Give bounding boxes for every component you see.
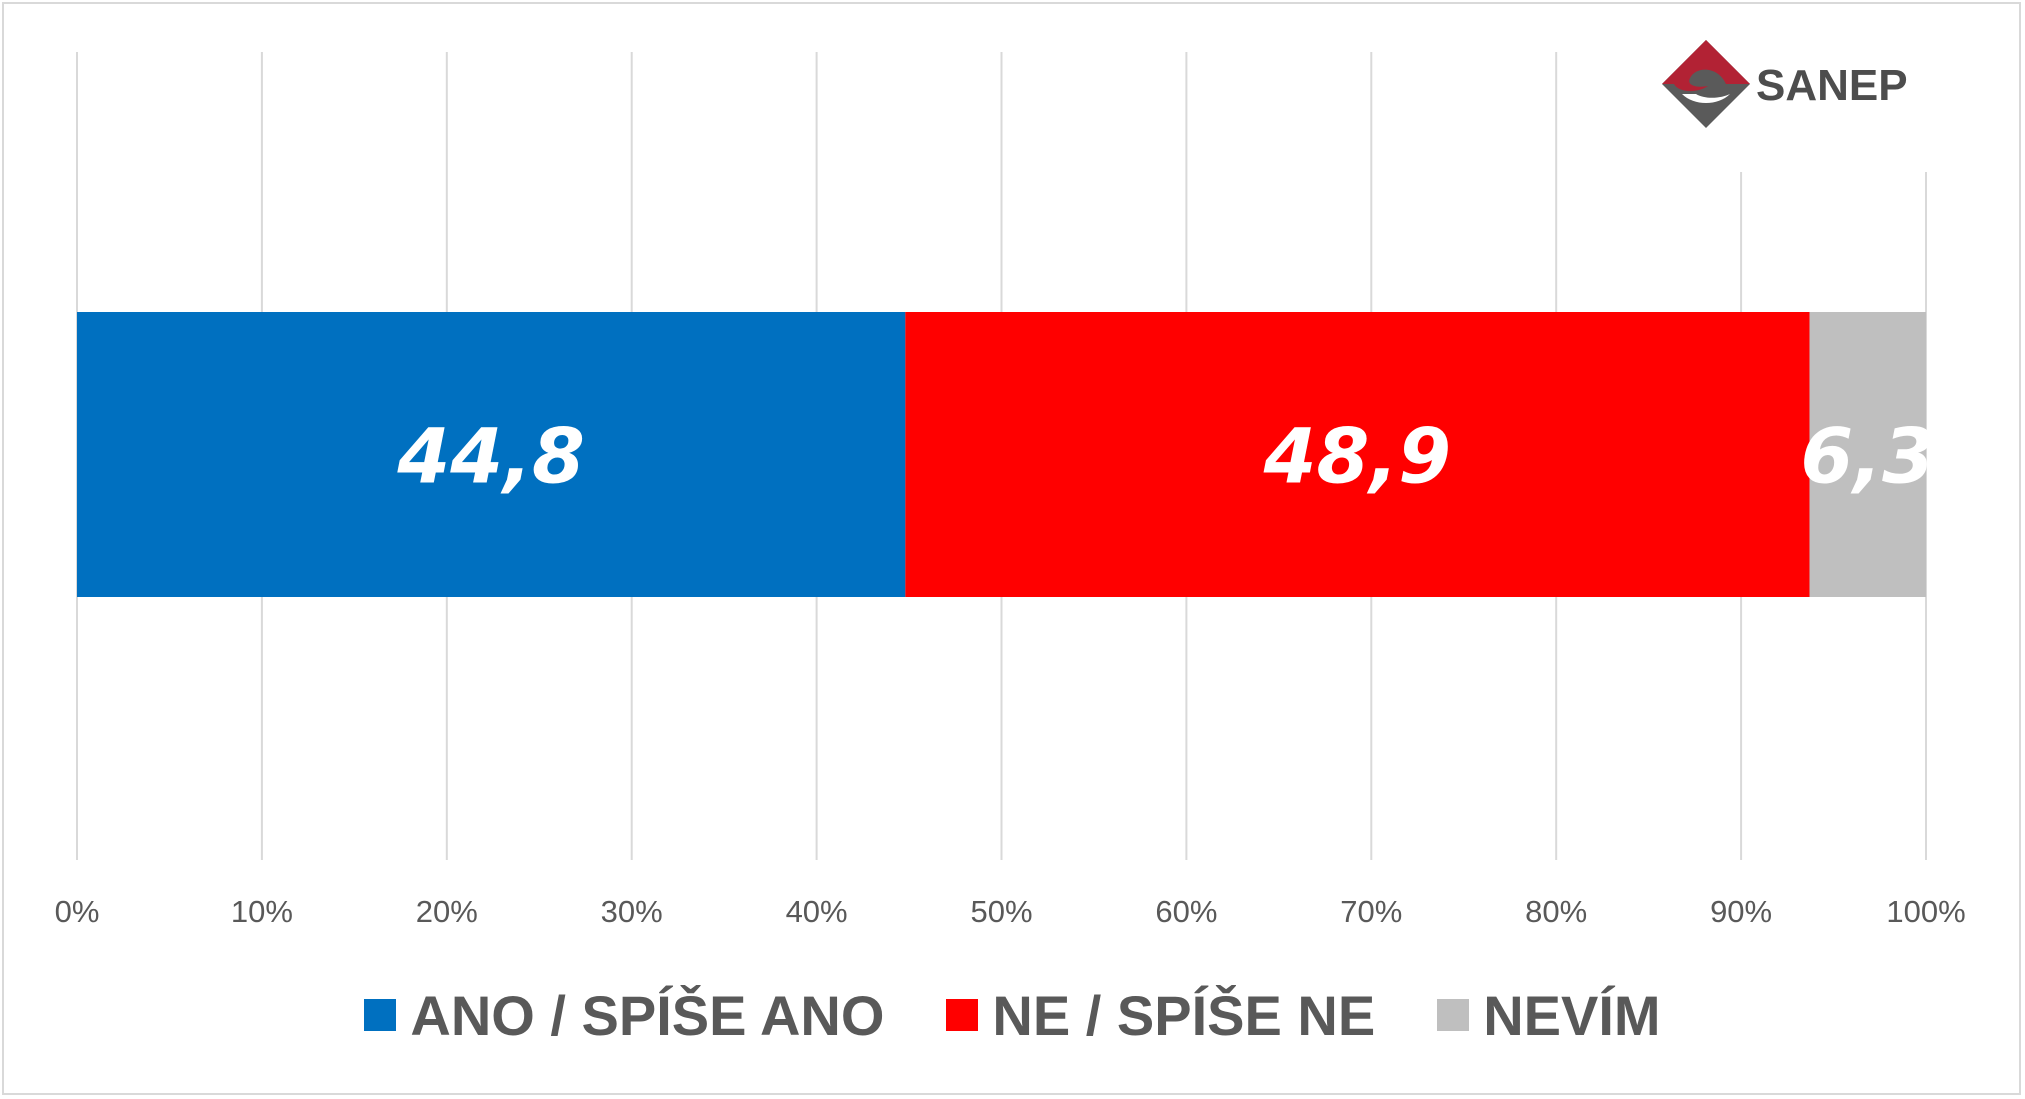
bar-segment <box>77 312 906 597</box>
legend: ANO / SPÍŠE ANO NE / SPÍŠE NE NEVÍM <box>0 980 2025 1050</box>
x-tick-label: 80% <box>1525 894 1587 929</box>
x-tick-label: 20% <box>416 894 478 929</box>
sanep-logo-text: SANEP <box>1756 61 1908 110</box>
x-tick-label: 40% <box>786 894 848 929</box>
x-tick-label: 50% <box>970 894 1032 929</box>
x-tick-label: 10% <box>231 894 293 929</box>
x-tick-label: 90% <box>1710 894 1772 929</box>
legend-label: NE / SPÍŠE NE <box>992 983 1376 1047</box>
x-tick-label: 70% <box>1340 894 1402 929</box>
legend-label: ANO / SPÍŠE ANO <box>410 983 885 1047</box>
sanep-logo: SANEP <box>1662 40 1908 128</box>
legend-label: NEVÍM <box>1483 983 1661 1047</box>
legend-item: NE / SPÍŠE NE <box>946 983 1375 1048</box>
legend-swatch <box>946 999 979 1031</box>
bar-segment <box>905 312 1810 597</box>
legend-item: ANO / SPÍŠE ANO <box>364 983 884 1048</box>
bar-segment <box>1809 312 1926 597</box>
sanep-logo-mark <box>1662 40 1750 128</box>
legend-item: NEVÍM <box>1437 983 1661 1048</box>
data-label: 6,3 <box>1800 412 1935 501</box>
x-tick-label: 60% <box>1155 894 1217 929</box>
x-tick-label: 0% <box>55 894 100 929</box>
x-tick-label: 100% <box>1886 894 1965 929</box>
data-label: 48,9 <box>1263 412 1452 501</box>
data-label: 44,8 <box>396 412 585 501</box>
x-tick-label: 30% <box>601 894 663 929</box>
legend-swatch <box>364 999 397 1031</box>
legend-swatch <box>1437 999 1470 1031</box>
